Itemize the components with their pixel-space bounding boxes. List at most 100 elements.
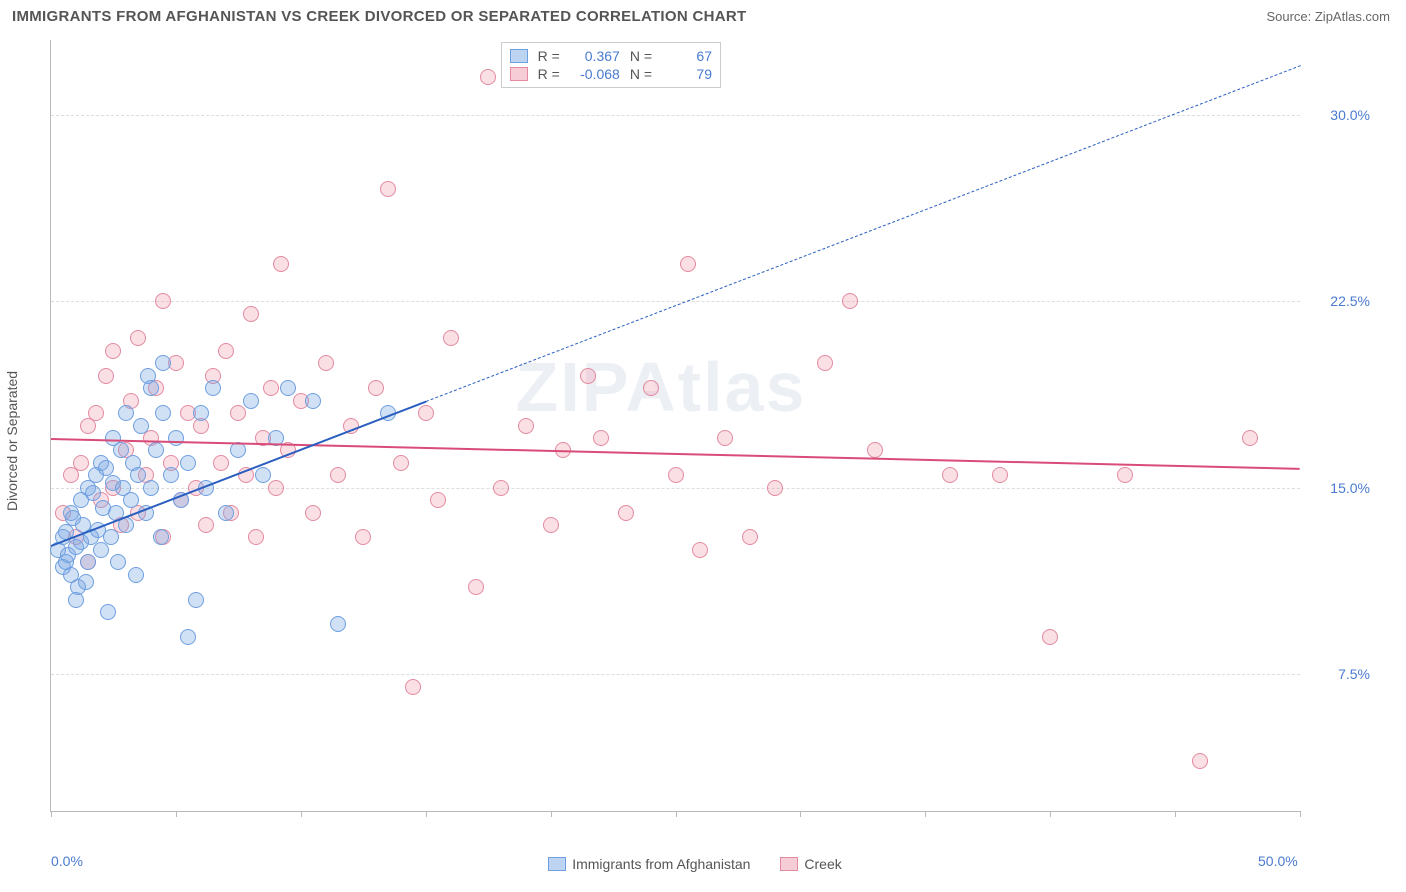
stat-n-label: N =	[630, 66, 652, 82]
data-point	[263, 380, 279, 396]
data-point	[867, 442, 883, 458]
x-tick	[426, 811, 427, 817]
source-attribution: Source: ZipAtlas.com	[1266, 9, 1390, 24]
data-point	[118, 405, 134, 421]
data-point	[992, 467, 1008, 483]
data-point	[643, 380, 659, 396]
data-point	[198, 517, 214, 533]
y-tick-label: 15.0%	[1310, 480, 1370, 496]
x-tick	[51, 811, 52, 817]
stat-r-value-1: 0.367	[570, 48, 620, 64]
data-point	[368, 380, 384, 396]
data-point	[103, 529, 119, 545]
legend-swatch-1	[548, 857, 566, 871]
data-point	[668, 467, 684, 483]
correlation-stats-box: R = 0.367 N = 67 R = -0.068 N = 79	[501, 42, 721, 88]
x-tick	[676, 811, 677, 817]
data-point	[98, 460, 114, 476]
data-point	[742, 529, 758, 545]
data-point	[143, 480, 159, 496]
data-point	[618, 505, 634, 521]
data-point	[113, 442, 129, 458]
source-prefix: Source:	[1266, 9, 1314, 24]
data-point	[218, 343, 234, 359]
x-tick	[1175, 811, 1176, 817]
data-point	[78, 574, 94, 590]
data-point	[128, 567, 144, 583]
data-point	[155, 293, 171, 309]
data-point	[480, 69, 496, 85]
swatch-series2	[510, 67, 528, 81]
data-point	[305, 505, 321, 521]
data-point	[85, 485, 101, 501]
y-tick-label: 7.5%	[1310, 666, 1370, 682]
data-point	[280, 380, 296, 396]
data-point	[405, 679, 421, 695]
data-point	[248, 529, 264, 545]
data-point	[243, 393, 259, 409]
data-point	[180, 455, 196, 471]
y-tick-label: 22.5%	[1310, 293, 1370, 309]
data-point	[193, 405, 209, 421]
data-point	[430, 492, 446, 508]
data-point	[305, 393, 321, 409]
gridline-h	[51, 301, 1300, 302]
data-point	[80, 554, 96, 570]
data-point	[468, 579, 484, 595]
data-point	[188, 592, 204, 608]
data-point	[163, 467, 179, 483]
watermark: ZIPAtlas	[516, 347, 807, 427]
data-point	[155, 405, 171, 421]
data-point	[443, 330, 459, 346]
gridline-h	[51, 488, 1300, 489]
gridline-h	[51, 115, 1300, 116]
data-point	[380, 181, 396, 197]
stat-r-value-2: -0.068	[570, 66, 620, 82]
stats-row-series2: R = -0.068 N = 79	[510, 65, 712, 83]
plot-region: ZIPAtlas R = 0.367 N = 67 R = -0.068 N =…	[50, 40, 1300, 812]
chart-area: Divorced or Separated ZIPAtlas R = 0.367…	[40, 40, 1390, 842]
data-point	[355, 529, 371, 545]
data-point	[213, 455, 229, 471]
data-point	[100, 604, 116, 620]
legend-label-1: Immigrants from Afghanistan	[572, 856, 750, 872]
data-point	[143, 380, 159, 396]
data-point	[180, 629, 196, 645]
data-point	[168, 430, 184, 446]
x-tick	[800, 811, 801, 817]
data-point	[155, 355, 171, 371]
data-point	[330, 467, 346, 483]
stat-r-label: R =	[538, 66, 560, 82]
x-tick	[1300, 811, 1301, 817]
data-point	[73, 455, 89, 471]
swatch-series1	[510, 49, 528, 63]
stat-n-value-1: 67	[662, 48, 712, 64]
data-point	[218, 505, 234, 521]
data-point	[318, 355, 334, 371]
x-tick	[925, 811, 926, 817]
source-name: ZipAtlas.com	[1315, 9, 1390, 24]
data-point	[105, 343, 121, 359]
x-tick	[551, 811, 552, 817]
data-point	[130, 467, 146, 483]
data-point	[418, 405, 434, 421]
stat-n-label: N =	[630, 48, 652, 64]
legend-item-series2: Creek	[780, 856, 841, 872]
stats-row-series1: R = 0.367 N = 67	[510, 47, 712, 65]
x-tick	[1050, 811, 1051, 817]
data-point	[1192, 753, 1208, 769]
data-point	[817, 355, 833, 371]
data-point	[330, 616, 346, 632]
data-point	[273, 256, 289, 272]
chart-header: IMMIGRANTS FROM AFGHANISTAN VS CREEK DIV…	[0, 0, 1406, 29]
data-point	[230, 442, 246, 458]
data-point	[518, 418, 534, 434]
data-point	[493, 480, 509, 496]
bottom-legend: Immigrants from Afghanistan Creek	[90, 856, 1300, 872]
data-point	[205, 380, 221, 396]
data-point	[543, 517, 559, 533]
x-tick	[176, 811, 177, 817]
data-point	[255, 467, 271, 483]
data-point	[133, 418, 149, 434]
data-point	[767, 480, 783, 496]
